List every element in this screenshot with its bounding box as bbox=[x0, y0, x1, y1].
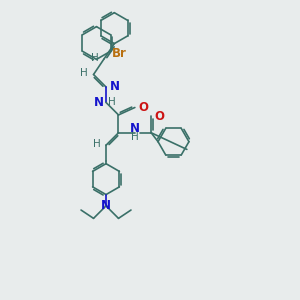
Text: N: N bbox=[110, 80, 120, 94]
Text: H: H bbox=[93, 139, 101, 149]
Text: H: H bbox=[91, 52, 99, 63]
Text: H: H bbox=[108, 98, 116, 107]
Text: O: O bbox=[155, 110, 165, 123]
Text: H: H bbox=[131, 132, 139, 142]
Text: H: H bbox=[80, 68, 88, 78]
Text: N: N bbox=[94, 96, 104, 109]
Text: Br: Br bbox=[112, 47, 127, 60]
Text: N: N bbox=[130, 122, 140, 135]
Text: O: O bbox=[138, 101, 148, 114]
Text: N: N bbox=[101, 200, 111, 212]
